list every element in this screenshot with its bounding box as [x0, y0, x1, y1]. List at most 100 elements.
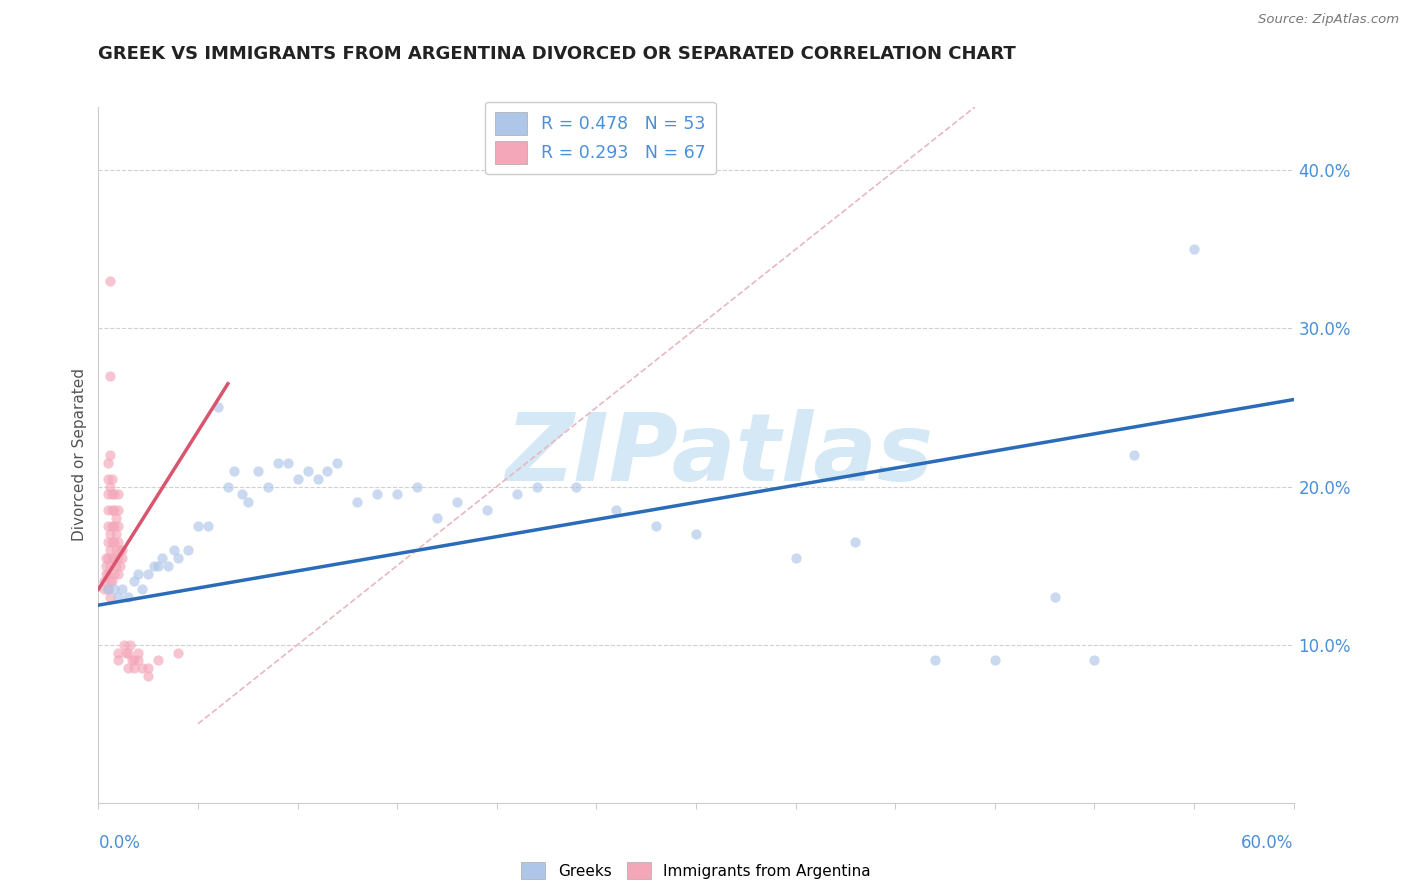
Point — [107, 487, 129, 501]
Point — [96, 550, 118, 565]
Point — [506, 487, 529, 501]
Point — [277, 456, 299, 470]
Point — [103, 550, 125, 565]
Point — [97, 550, 120, 565]
Point — [143, 558, 166, 573]
Point — [1083, 653, 1105, 667]
Point — [163, 542, 186, 557]
Point — [207, 401, 229, 415]
Point — [148, 558, 170, 573]
Point — [112, 638, 135, 652]
Point — [97, 566, 120, 581]
Point — [111, 542, 134, 557]
Point — [167, 646, 190, 660]
Point — [475, 503, 498, 517]
Point — [197, 519, 219, 533]
Point — [101, 534, 124, 549]
Point — [103, 582, 125, 597]
Point — [93, 574, 115, 589]
Point — [100, 448, 122, 462]
Text: Source: ZipAtlas.com: Source: ZipAtlas.com — [1258, 13, 1399, 27]
Point — [107, 503, 129, 517]
Point — [101, 550, 124, 565]
Point — [96, 558, 118, 573]
Text: ZIPatlas: ZIPatlas — [506, 409, 934, 501]
Point — [100, 479, 122, 493]
Point — [177, 542, 200, 557]
Point — [187, 519, 209, 533]
Point — [1123, 448, 1146, 462]
Point — [107, 519, 129, 533]
Point — [100, 591, 122, 605]
Point — [526, 479, 548, 493]
Point — [326, 456, 349, 470]
Point — [222, 464, 245, 478]
Point — [120, 638, 142, 652]
Point — [100, 274, 122, 288]
Point — [97, 534, 120, 549]
Point — [105, 527, 128, 541]
Point — [256, 479, 278, 493]
Point — [100, 368, 122, 383]
Point — [426, 511, 449, 525]
Point — [785, 550, 807, 565]
Point — [105, 511, 128, 525]
Point — [117, 591, 139, 605]
Point — [117, 646, 139, 660]
Point — [844, 534, 866, 549]
Point — [97, 456, 120, 470]
Point — [127, 646, 149, 660]
Point — [231, 487, 253, 501]
Point — [150, 550, 173, 565]
Point — [101, 519, 124, 533]
Point — [605, 503, 627, 517]
Point — [100, 558, 122, 573]
Point — [100, 527, 122, 541]
Point — [124, 661, 146, 675]
Point — [167, 550, 190, 565]
Point — [385, 487, 409, 501]
Point — [316, 464, 339, 478]
Point — [97, 487, 120, 501]
Point — [103, 566, 125, 581]
Point — [131, 661, 153, 675]
Point — [117, 661, 139, 675]
Point — [93, 582, 115, 597]
Point — [115, 646, 138, 660]
Point — [103, 503, 125, 517]
Point — [346, 495, 368, 509]
Point — [148, 653, 170, 667]
Point — [366, 487, 388, 501]
Point — [97, 582, 120, 597]
Point — [127, 566, 149, 581]
Point — [136, 566, 159, 581]
Point — [297, 464, 319, 478]
Point — [107, 646, 129, 660]
Text: 0.0%: 0.0% — [98, 834, 141, 852]
Point — [685, 527, 707, 541]
Point — [267, 456, 290, 470]
Point — [236, 495, 259, 509]
Point — [307, 472, 329, 486]
Point — [110, 542, 132, 557]
Point — [103, 487, 125, 501]
Point — [97, 472, 120, 486]
Point — [565, 479, 588, 493]
Point — [107, 566, 129, 581]
Point — [101, 487, 124, 501]
Point — [924, 653, 946, 667]
Point — [97, 519, 120, 533]
Point — [103, 534, 125, 549]
Point — [127, 653, 149, 667]
Point — [111, 550, 134, 565]
Point — [96, 566, 118, 581]
Point — [446, 495, 468, 509]
Point — [287, 472, 309, 486]
Point — [124, 653, 146, 667]
Point — [136, 669, 159, 683]
Point — [105, 558, 128, 573]
Point — [101, 503, 124, 517]
Point — [131, 582, 153, 597]
Point — [1043, 591, 1066, 605]
Point — [105, 542, 128, 557]
